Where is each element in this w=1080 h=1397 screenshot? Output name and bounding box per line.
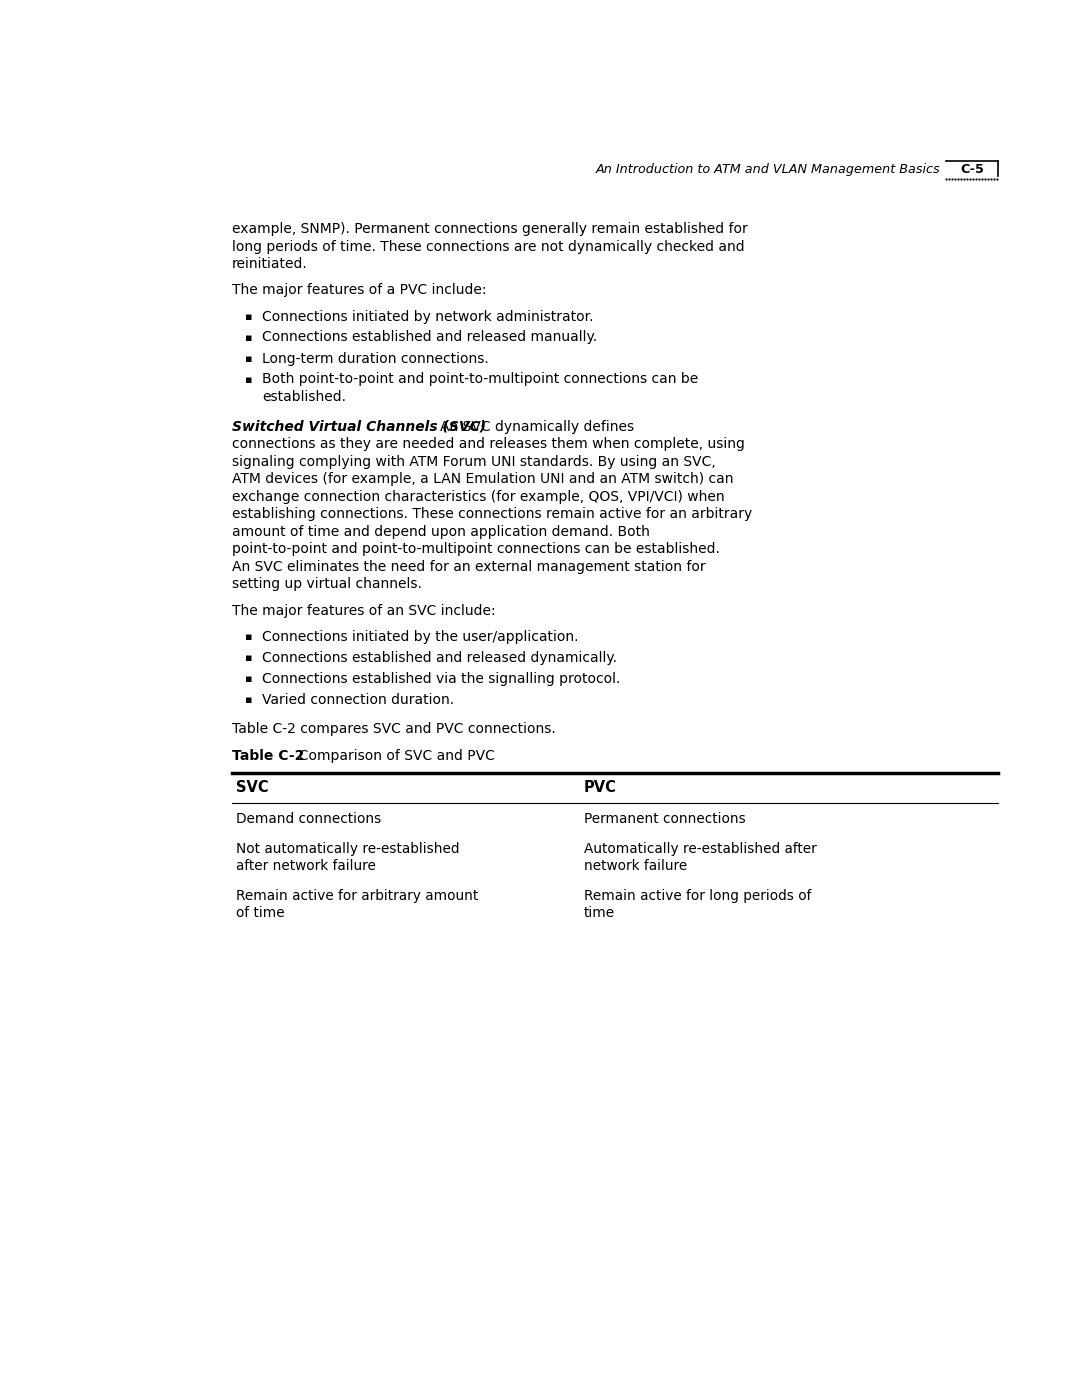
Text: C-5: C-5 bbox=[960, 163, 984, 176]
Text: reinitiated.: reinitiated. bbox=[232, 257, 308, 271]
Text: PVC: PVC bbox=[584, 781, 617, 795]
Text: example, SNMP). Permanent connections generally remain established for: example, SNMP). Permanent connections ge… bbox=[232, 222, 747, 236]
Text: ▪: ▪ bbox=[245, 654, 253, 664]
Text: ATM devices (for example, a LAN Emulation UNI and an ATM switch) can: ATM devices (for example, a LAN Emulatio… bbox=[232, 472, 733, 486]
Text: setting up virtual channels.: setting up virtual channels. bbox=[232, 577, 422, 591]
Text: Remain active for arbitrary amount: Remain active for arbitrary amount bbox=[237, 888, 478, 902]
Text: point-to-point and point-to-multipoint connections can be established.: point-to-point and point-to-multipoint c… bbox=[232, 542, 720, 556]
Text: ▪: ▪ bbox=[245, 675, 253, 685]
Text: Connections established and released manually.: Connections established and released man… bbox=[262, 331, 597, 345]
Text: Not automatically re-established: Not automatically re-established bbox=[237, 841, 459, 855]
Text: ▪: ▪ bbox=[245, 332, 253, 344]
Text: established.: established. bbox=[262, 390, 346, 404]
Text: Long-term duration connections.: Long-term duration connections. bbox=[262, 352, 489, 366]
Text: Comparison of SVC and PVC: Comparison of SVC and PVC bbox=[291, 749, 495, 763]
Text: Connections initiated by the user/application.: Connections initiated by the user/applic… bbox=[262, 630, 579, 644]
Text: Remain active for long periods of: Remain active for long periods of bbox=[584, 888, 811, 902]
Text: An Introduction to ATM and VLAN Management Basics: An Introduction to ATM and VLAN Manageme… bbox=[595, 163, 940, 176]
Text: Demand connections: Demand connections bbox=[237, 812, 381, 826]
Text: Table C-2 compares SVC and PVC connections.: Table C-2 compares SVC and PVC connectio… bbox=[232, 722, 556, 736]
Text: Permanent connections: Permanent connections bbox=[584, 812, 746, 826]
Text: ▪: ▪ bbox=[245, 696, 253, 705]
Text: SVC: SVC bbox=[237, 781, 269, 795]
Text: The major features of an SVC include:: The major features of an SVC include: bbox=[232, 604, 496, 617]
Text: Connections established and released dynamically.: Connections established and released dyn… bbox=[262, 651, 617, 665]
Text: amount of time and depend upon application demand. Both: amount of time and depend upon applicati… bbox=[232, 525, 650, 539]
Text: Connections initiated by network administrator.: Connections initiated by network adminis… bbox=[262, 310, 594, 324]
Text: ▪: ▪ bbox=[245, 633, 253, 643]
Text: Switched Virtual Channels (SVC): Switched Virtual Channels (SVC) bbox=[232, 419, 486, 433]
Text: signaling complying with ATM Forum UNI standards. By using an SVC,: signaling complying with ATM Forum UNI s… bbox=[232, 455, 716, 469]
Text: ▪: ▪ bbox=[245, 376, 253, 386]
Text: ▪: ▪ bbox=[245, 353, 253, 365]
Text: Connections established via the signalling protocol.: Connections established via the signalli… bbox=[262, 672, 620, 686]
Text: Both point-to-point and point-to-multipoint connections can be: Both point-to-point and point-to-multipo… bbox=[262, 373, 699, 387]
Text: Automatically re-established after: Automatically re-established after bbox=[584, 841, 816, 855]
Text: An SVC eliminates the need for an external management station for: An SVC eliminates the need for an extern… bbox=[232, 560, 705, 574]
Text: time: time bbox=[584, 907, 616, 921]
Text: exchange connection characteristics (for example, QOS, VPI/VCI) when: exchange connection characteristics (for… bbox=[232, 490, 725, 504]
Text: The major features of a PVC include:: The major features of a PVC include: bbox=[232, 284, 486, 298]
Text: An SVC dynamically defines: An SVC dynamically defines bbox=[440, 419, 634, 433]
Text: Table C-2: Table C-2 bbox=[232, 749, 305, 763]
Text: establishing connections. These connections remain active for an arbitrary: establishing connections. These connecti… bbox=[232, 507, 753, 521]
Text: ▪: ▪ bbox=[245, 312, 253, 323]
Text: of time: of time bbox=[237, 907, 285, 921]
Text: Varied connection duration.: Varied connection duration. bbox=[262, 693, 454, 707]
Text: connections as they are needed and releases them when complete, using: connections as they are needed and relea… bbox=[232, 437, 745, 451]
Text: after network failure: after network failure bbox=[237, 859, 376, 873]
Text: network failure: network failure bbox=[584, 859, 687, 873]
Text: long periods of time. These connections are not dynamically checked and: long periods of time. These connections … bbox=[232, 239, 744, 253]
